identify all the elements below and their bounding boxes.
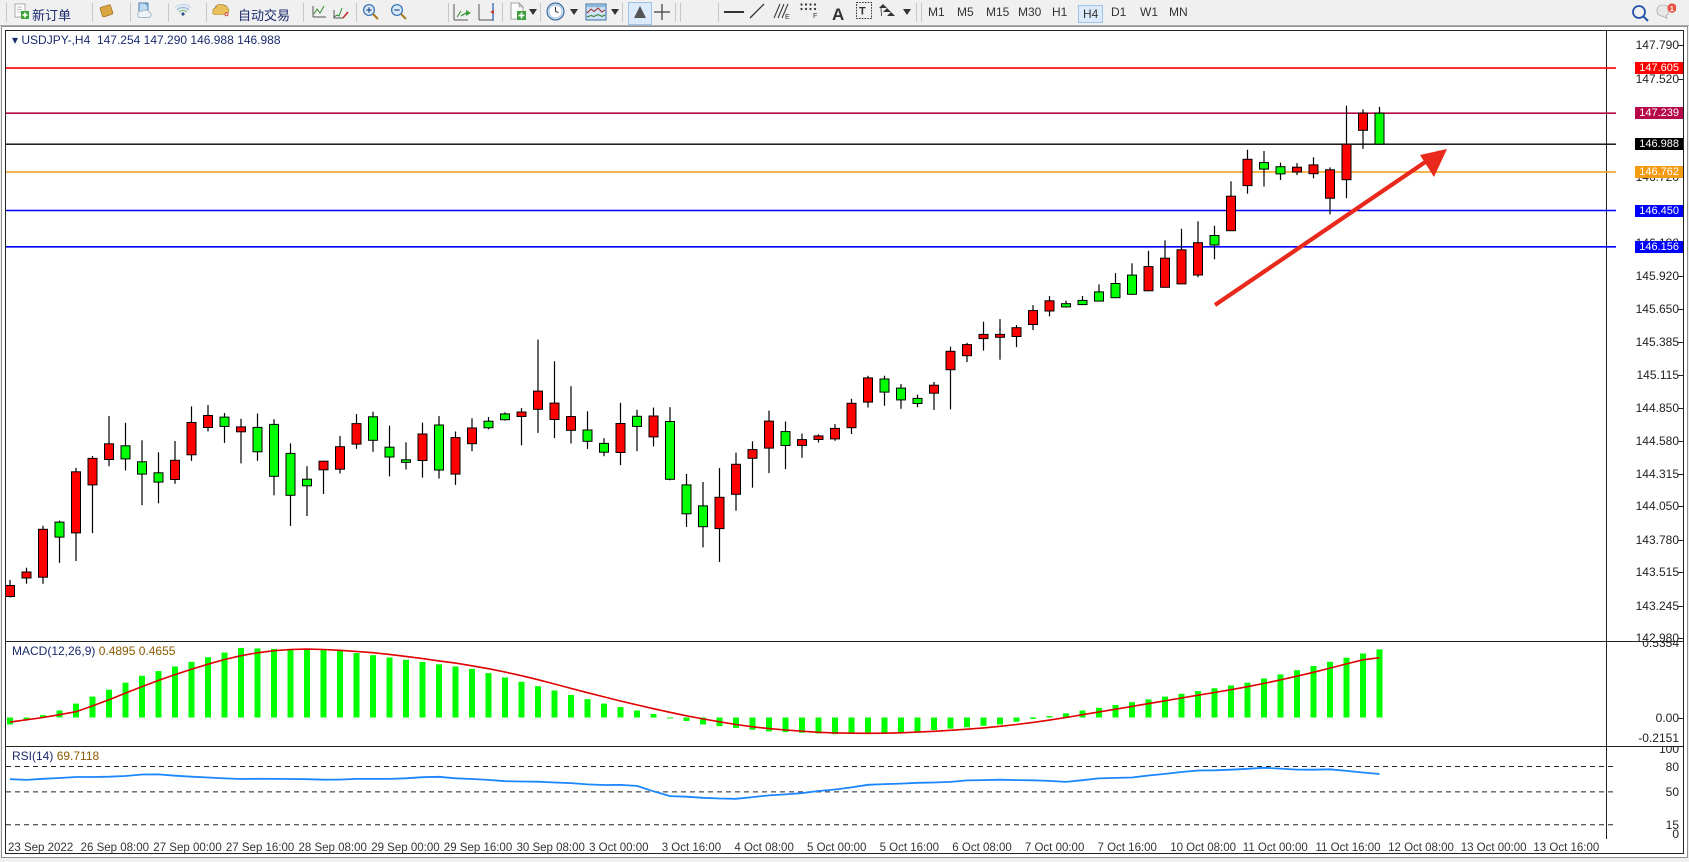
svg-text:E: E (785, 14, 790, 20)
svg-text:1: 1 (1670, 4, 1674, 13)
svg-text:F: F (813, 13, 817, 19)
svg-text:T: T (859, 6, 866, 18)
